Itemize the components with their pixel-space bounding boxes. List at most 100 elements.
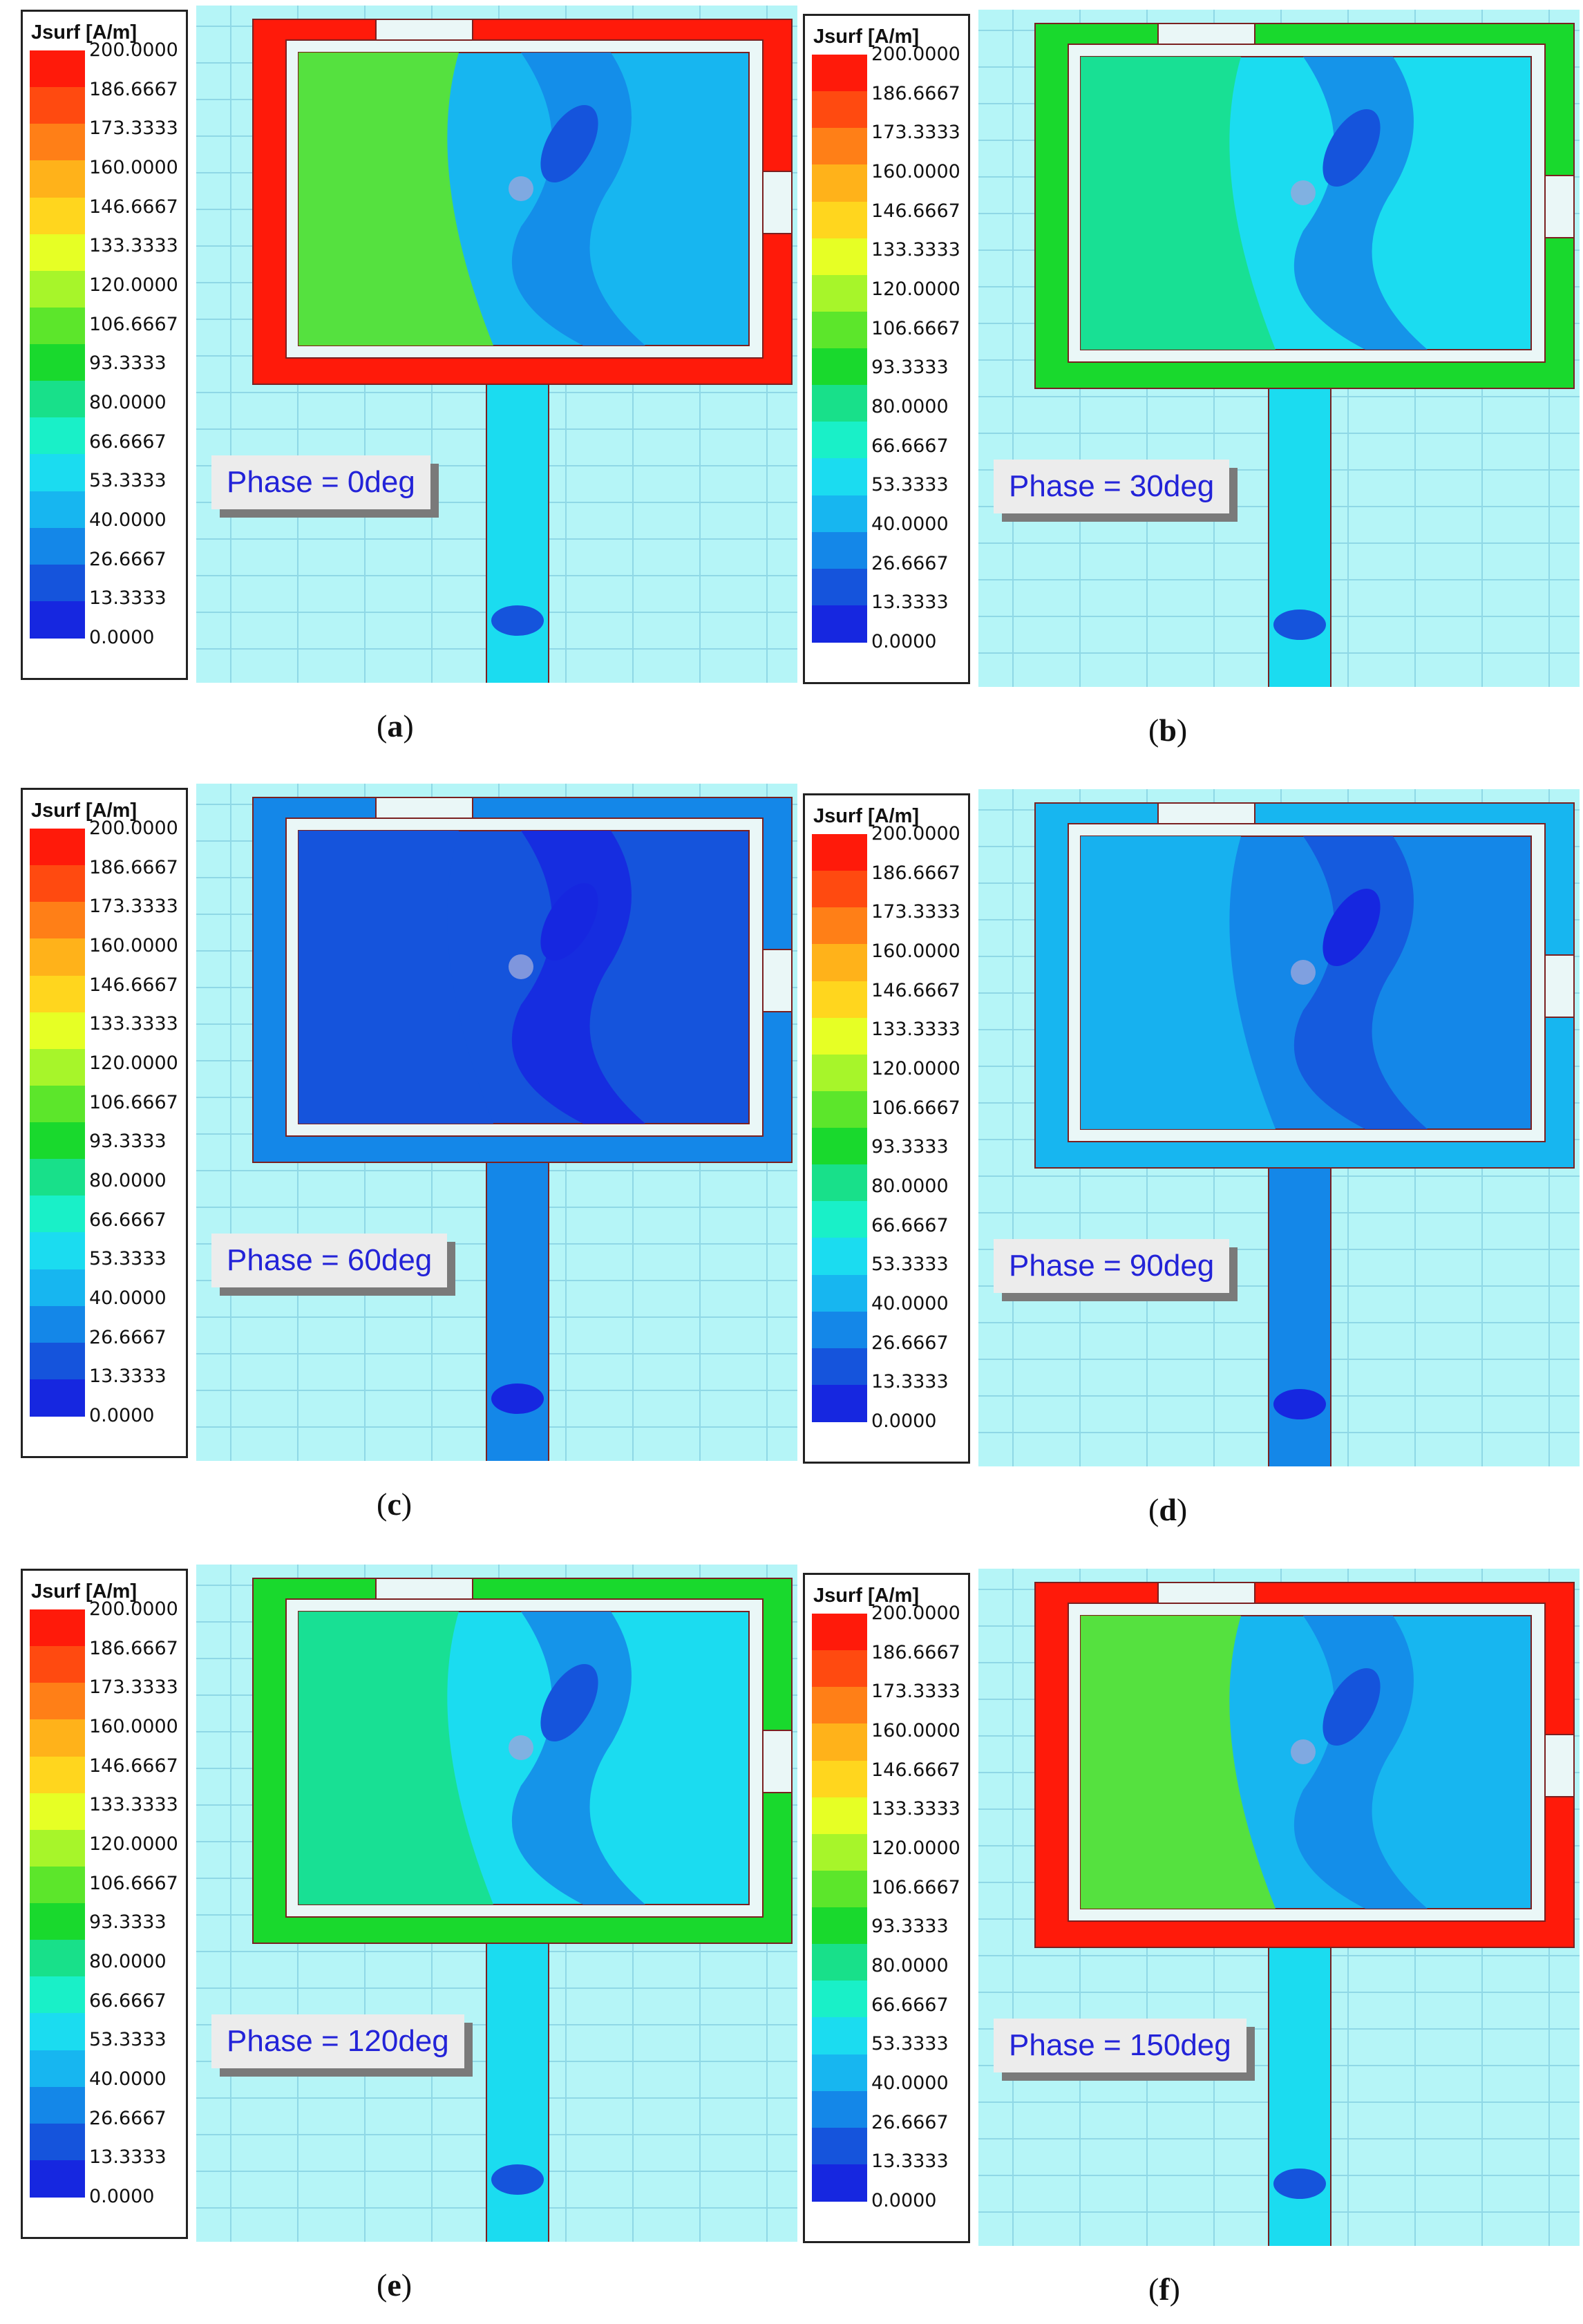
legend-tick-label: 93.3333: [89, 1911, 167, 1934]
feed-hotspot: [491, 605, 544, 636]
legend-tick-label: 40.0000: [871, 1293, 949, 1314]
feed-line: [1268, 388, 1331, 687]
legend-swatch: [812, 1797, 867, 1835]
subfigure-caption: (c): [377, 1486, 413, 1522]
feed-hotspot: [1273, 1389, 1326, 1419]
legend-tick-label: 173.3333: [89, 1676, 178, 1699]
legend-swatch: [30, 1903, 85, 1940]
coordinate-marker: [1291, 1739, 1316, 1764]
legend-tick-label: 26.6667: [89, 548, 167, 570]
legend-tick-label: 0.0000: [871, 631, 937, 652]
legend-swatch: [30, 2160, 85, 2198]
coordinate-marker: [509, 1735, 533, 1760]
caption-letter: b: [1159, 712, 1177, 748]
legend-swatch: [812, 1687, 867, 1724]
legend-swatch: [812, 1870, 867, 1908]
legend-title: Jsurf [A/m]: [31, 800, 138, 822]
dark-current-spot: [1323, 888, 1381, 967]
legend-swatch: [812, 1907, 867, 1945]
legend-tick-label: 26.6667: [89, 2107, 167, 2129]
legend-tick-label: 93.3333: [89, 1131, 167, 1153]
legend-swatch: [30, 1646, 85, 1683]
coordinate-marker: [509, 954, 533, 979]
top-notch: [375, 19, 473, 41]
current-distribution-plot: [978, 789, 1580, 1466]
top-notch: [1157, 802, 1255, 824]
legend-tick-label: 53.3333: [871, 1254, 949, 1276]
legend-tick-label: 120.0000: [89, 1052, 178, 1074]
legend-tick-label: 40.0000: [871, 513, 949, 535]
legend-colorbar: [30, 1609, 85, 2198]
feed-line: [486, 1162, 549, 1461]
left-current-zone: [298, 1612, 493, 1905]
legend-tick-label: 160.0000: [871, 1720, 960, 1741]
caption-letter: a: [387, 708, 404, 744]
legend-tick-label: 120.0000: [871, 1838, 960, 1859]
legend-swatch: [812, 274, 867, 312]
legend-tick-label: 173.3333: [871, 901, 960, 923]
legend-tick-label: 66.6667: [871, 1994, 949, 2016]
current-distribution-plot: [196, 784, 797, 1461]
left-current-zone: [1081, 1616, 1276, 1909]
subfigure-caption: (b): [1148, 712, 1188, 748]
legend-swatch: [812, 2090, 867, 2128]
legend-tick-label: 53.3333: [89, 470, 167, 492]
legend-swatch: [30, 417, 85, 455]
subfigure-caption: (f): [1148, 2271, 1180, 2307]
field-svg: [978, 789, 1580, 1466]
legend-swatch: [30, 902, 85, 939]
legend-tick-label: 120.0000: [89, 274, 178, 296]
legend-tick-label: 66.6667: [871, 1214, 949, 1236]
color-legend: Jsurf [A/m] 200.0000 186.6667 173.3333 160.…: [803, 14, 970, 684]
legend-swatch: [812, 2017, 867, 2054]
legend-swatch: [30, 1269, 85, 1307]
coordinate-marker: [1291, 180, 1316, 205]
field-svg: [978, 1569, 1580, 2246]
right-notch: [1544, 954, 1575, 1018]
legend-swatch: [30, 2086, 85, 2124]
legend-swatch: [30, 344, 85, 381]
legend-tick-label: 186.6667: [89, 78, 178, 100]
left-current-zone: [1081, 836, 1276, 1129]
diagonal-current-band: [1293, 1616, 1428, 1909]
legend-swatch: [812, 981, 867, 1019]
legend-tick-label: 120.0000: [871, 278, 960, 300]
dark-current-spot: [1323, 108, 1381, 187]
legend-swatch: [812, 1164, 867, 1202]
legend-tick-label: 80.0000: [871, 1175, 949, 1197]
field-svg: [196, 6, 797, 683]
legend-swatch: [812, 944, 867, 981]
legend-swatch: [812, 1833, 867, 1871]
legend-tick-label: 160.0000: [89, 157, 178, 178]
legend-swatch: [30, 601, 85, 639]
legend-tick-label: 0.0000: [89, 1405, 155, 1426]
caption-letter: e: [387, 2267, 401, 2303]
legend-swatch: [30, 1196, 85, 1233]
dark-current-spot: [540, 104, 598, 183]
feed-line: [486, 1943, 549, 2242]
legend-tick-label: 40.0000: [89, 509, 167, 531]
diagonal-current-band: [511, 1612, 645, 1905]
legend-tick-label: 133.3333: [871, 1798, 960, 1820]
legend-tick-label: 0.0000: [871, 2190, 937, 2211]
legend-tick-label: 106.6667: [89, 1872, 178, 1894]
legend-tick-label: 66.6667: [89, 431, 167, 453]
legend-swatch: [30, 1719, 85, 1757]
legend-tick-label: 106.6667: [871, 1876, 960, 1898]
color-legend: Jsurf [A/m] 200.0000 186.6667 173.3333 160.…: [803, 793, 970, 1464]
legend-title: Jsurf [A/m]: [813, 805, 920, 827]
caption-letter: f: [1159, 2271, 1170, 2307]
legend-tick-label: 80.0000: [89, 392, 167, 413]
legend-tick-label: 80.0000: [871, 1955, 949, 1976]
color-legend: Jsurf [A/m] 200.0000 186.6667 173.3333 160.…: [803, 1573, 970, 2243]
legend-swatch: [812, 1128, 867, 1165]
subfigure-caption: (e): [377, 2267, 413, 2303]
left-current-zone: [298, 831, 493, 1124]
legend-swatch: [30, 87, 85, 124]
diagonal-current-band: [511, 53, 645, 346]
right-notch: [762, 949, 793, 1012]
panel-a: Jsurf [A/m] 200.0000 186.6667 173.3333 160.…: [21, 6, 802, 744]
dark-current-spot: [540, 882, 598, 961]
legend-tick-label: 13.3333: [89, 1366, 167, 1388]
legend-tick-label: 93.3333: [89, 352, 167, 375]
